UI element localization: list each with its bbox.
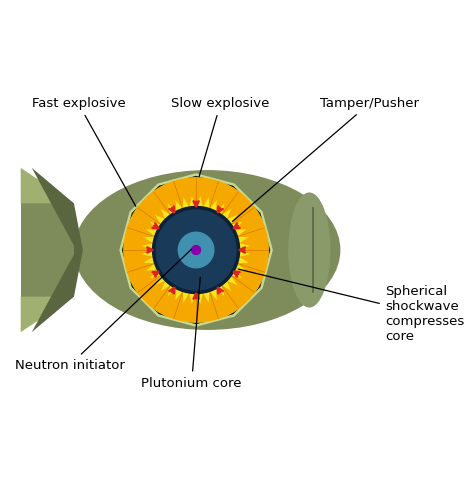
Text: Fast explosive: Fast explosive <box>31 97 136 206</box>
Circle shape <box>178 232 214 268</box>
Polygon shape <box>125 179 267 321</box>
Polygon shape <box>32 254 74 332</box>
Polygon shape <box>21 204 74 296</box>
Polygon shape <box>239 250 268 272</box>
Polygon shape <box>138 281 165 308</box>
Polygon shape <box>154 182 176 211</box>
Polygon shape <box>182 179 196 208</box>
Polygon shape <box>21 168 74 203</box>
Polygon shape <box>238 250 267 264</box>
Polygon shape <box>239 228 268 250</box>
Polygon shape <box>32 168 74 246</box>
Polygon shape <box>222 276 247 301</box>
Polygon shape <box>138 192 165 219</box>
Polygon shape <box>174 178 196 207</box>
Polygon shape <box>154 289 176 318</box>
Polygon shape <box>182 292 196 321</box>
Polygon shape <box>227 192 254 219</box>
Ellipse shape <box>288 192 331 308</box>
Polygon shape <box>21 296 74 332</box>
Text: Tamper/Pusher: Tamper/Pusher <box>232 97 419 222</box>
Polygon shape <box>196 179 209 208</box>
Circle shape <box>167 221 225 279</box>
Circle shape <box>156 210 236 290</box>
Polygon shape <box>216 289 238 318</box>
Polygon shape <box>196 293 218 322</box>
Polygon shape <box>132 218 161 236</box>
Polygon shape <box>125 236 155 250</box>
Polygon shape <box>209 186 229 215</box>
Polygon shape <box>235 270 265 292</box>
Polygon shape <box>121 174 272 326</box>
Polygon shape <box>231 218 260 236</box>
Polygon shape <box>222 199 247 224</box>
Text: Neutron initiator: Neutron initiator <box>15 249 191 372</box>
Polygon shape <box>196 178 218 207</box>
Circle shape <box>124 178 268 322</box>
Polygon shape <box>196 292 209 321</box>
Polygon shape <box>174 293 196 322</box>
Text: Slow explosive: Slow explosive <box>171 97 270 176</box>
Circle shape <box>191 246 200 254</box>
Polygon shape <box>163 285 182 314</box>
Polygon shape <box>145 199 171 224</box>
Circle shape <box>152 206 239 294</box>
Ellipse shape <box>74 170 341 330</box>
Polygon shape <box>209 285 229 314</box>
Text: Plutonium core: Plutonium core <box>142 277 242 390</box>
Polygon shape <box>235 208 265 230</box>
Polygon shape <box>231 264 260 282</box>
Polygon shape <box>145 276 171 301</box>
Polygon shape <box>216 182 238 211</box>
Polygon shape <box>124 250 153 272</box>
Polygon shape <box>125 250 155 264</box>
Polygon shape <box>163 186 182 215</box>
Polygon shape <box>238 236 267 250</box>
Polygon shape <box>132 264 161 282</box>
Polygon shape <box>227 281 254 308</box>
Polygon shape <box>128 208 157 230</box>
Text: Spherical
shockwave
compresses
core: Spherical shockwave compresses core <box>238 269 464 344</box>
Polygon shape <box>128 270 157 292</box>
Polygon shape <box>124 228 153 250</box>
Circle shape <box>124 178 268 322</box>
Polygon shape <box>74 204 83 296</box>
